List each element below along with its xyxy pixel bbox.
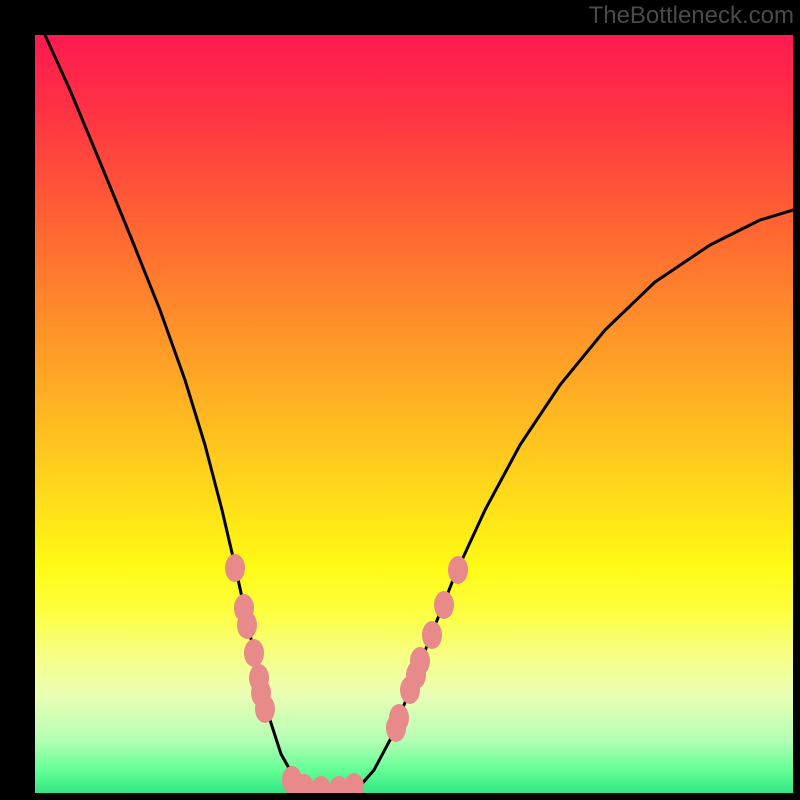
data-marker	[225, 554, 245, 582]
chart-overlay	[35, 35, 793, 793]
data-marker	[255, 695, 275, 723]
data-marker	[311, 776, 331, 793]
plot-area	[35, 35, 793, 793]
data-marker	[237, 611, 257, 639]
data-marker	[410, 647, 430, 675]
data-marker	[448, 556, 468, 584]
data-marker	[344, 773, 364, 793]
watermark-text: TheBottleneck.com	[589, 2, 794, 30]
data-marker	[389, 704, 409, 732]
data-marker	[422, 621, 442, 649]
data-marker	[434, 591, 454, 619]
data-marker	[244, 639, 264, 667]
